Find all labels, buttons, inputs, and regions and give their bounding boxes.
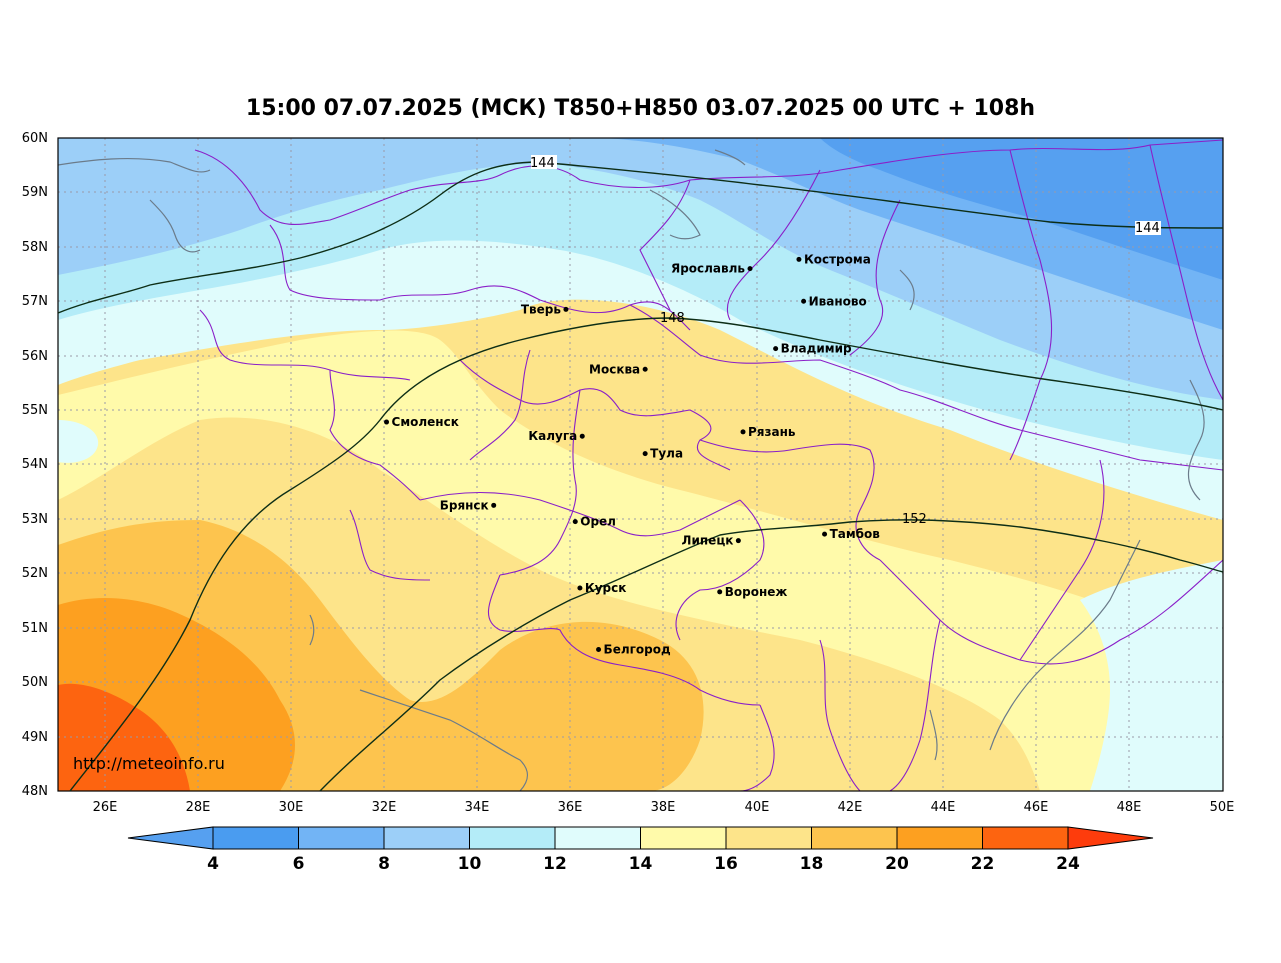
latitude-axis: 48N 49N 50N 51N 52N 53N 54N 55N 56N 57N … — [22, 131, 48, 799]
colorbar-cell — [469, 826, 556, 850]
city-label: Липецк — [682, 534, 734, 548]
lon-label: 50E — [1210, 800, 1235, 815]
colorbar-cell — [896, 826, 983, 850]
contour-label-144-b: 144 — [1135, 221, 1160, 236]
contour-label-bg — [1135, 221, 1161, 235]
city-marker — [491, 502, 497, 508]
lat-label: 49N — [22, 730, 48, 745]
contour-labels: 144 144 148 152 — [530, 155, 1161, 527]
city-label: Владимир — [781, 342, 852, 356]
city-marker — [822, 531, 828, 537]
map-title: 15:00 07.07.2025 (МСК) T850+H850 03.07.2… — [245, 96, 1036, 121]
city-marker — [579, 433, 585, 439]
lon-label: 26E — [93, 800, 118, 815]
colorbar-label: 8 — [378, 854, 390, 874]
city-marker — [735, 538, 741, 544]
lon-label: 46E — [1024, 800, 1049, 815]
lat-label: 53N — [22, 512, 48, 527]
city-marker — [801, 298, 807, 304]
city-marker — [572, 519, 578, 525]
city-label: Тула — [650, 447, 683, 461]
city-label: Ярославль — [671, 262, 745, 276]
lon-label: 36E — [558, 800, 583, 815]
colorbar-cell — [725, 826, 812, 850]
colorbar-label: 18 — [800, 854, 824, 874]
lat-label: 52N — [22, 566, 48, 581]
colorbar-label: 12 — [543, 854, 567, 874]
lon-label: 44E — [931, 800, 956, 815]
contour-label-bg — [531, 155, 557, 169]
city-marker — [717, 589, 723, 595]
colorbar-label: 22 — [971, 854, 995, 874]
city-label: Смоленск — [392, 415, 459, 429]
city-marker — [642, 451, 648, 457]
colorbar-cell — [298, 826, 385, 850]
city-marker — [773, 346, 779, 352]
lon-label: 34E — [465, 800, 490, 815]
colorbar-label: 10 — [458, 854, 482, 874]
city-label: Иваново — [809, 294, 867, 308]
lat-label: 54N — [22, 457, 48, 472]
city-label: Белгород — [604, 643, 671, 657]
lon-label: 30E — [279, 800, 304, 815]
colorbar-cell — [554, 826, 641, 850]
coastline-rivers — [58, 149, 1205, 791]
colorbar-label: 16 — [714, 854, 738, 874]
map-frame — [57, 137, 1224, 792]
colorbar-cell — [982, 826, 1069, 850]
colorbar-label: 4 — [207, 854, 219, 874]
colorbar-label: 20 — [885, 854, 909, 874]
city-marker — [596, 647, 602, 653]
city-marker — [384, 419, 390, 425]
lon-label: 32E — [372, 800, 397, 815]
lat-label: 60N — [22, 131, 48, 146]
longitude-axis: 26E 28E 30E 32E 34E 36E 38E 40E 42E 44E … — [93, 800, 1235, 815]
contour-label-144-a: 144 — [530, 156, 555, 171]
city-label: Курск — [585, 581, 626, 595]
city-marker — [563, 306, 569, 312]
city-label: Тамбов — [830, 527, 881, 541]
city-marker — [796, 256, 802, 262]
city-label: Калуга — [528, 429, 577, 443]
lat-label: 50N — [22, 675, 48, 690]
city-layer: Кострома Ярославль Иваново Тверь Владимир Мос… — [384, 252, 881, 657]
city-marker — [747, 266, 753, 272]
lon-label: 28E — [186, 800, 211, 815]
city-label: Кострома — [804, 252, 871, 266]
colorbar-label: 14 — [629, 854, 653, 874]
lat-label: 56N — [22, 349, 48, 364]
lat-label: 57N — [22, 294, 48, 309]
city-label: Орел — [580, 515, 616, 529]
colorbar-cell — [383, 826, 470, 850]
lat-label: 55N — [22, 403, 48, 418]
city-label: Брянск — [440, 498, 489, 512]
city-label: Воронеж — [725, 585, 788, 599]
city-marker — [740, 429, 746, 435]
lat-label: 51N — [22, 621, 48, 636]
colorbar-max-arrow — [1067, 826, 1154, 850]
lon-label: 42E — [838, 800, 863, 815]
contour-label-148: 148 — [660, 311, 685, 326]
city-label: Рязань — [748, 425, 796, 439]
contour-label-152: 152 — [902, 512, 927, 527]
colorbar-label: 24 — [1056, 854, 1080, 874]
colorbar: 4 6 8 10 12 14 16 18 20 22 24 — [127, 826, 1154, 874]
watermark: http://meteoinfo.ru — [73, 754, 225, 773]
colorbar-cell — [640, 826, 727, 850]
lat-label: 48N — [22, 784, 48, 799]
city-marker — [642, 366, 648, 372]
city-marker — [577, 585, 583, 591]
lon-label: 38E — [651, 800, 676, 815]
lat-label: 58N — [22, 240, 48, 255]
colorbar-min-arrow — [127, 826, 214, 850]
lat-label: 59N — [22, 185, 48, 200]
city-label: Тверь — [521, 302, 562, 316]
colorbar-label: 6 — [293, 854, 305, 874]
city-label: Москва — [589, 362, 640, 376]
colorbar-cell — [811, 826, 898, 850]
lon-label: 48E — [1117, 800, 1142, 815]
lon-label: 40E — [745, 800, 770, 815]
colorbar-cell — [212, 826, 299, 850]
